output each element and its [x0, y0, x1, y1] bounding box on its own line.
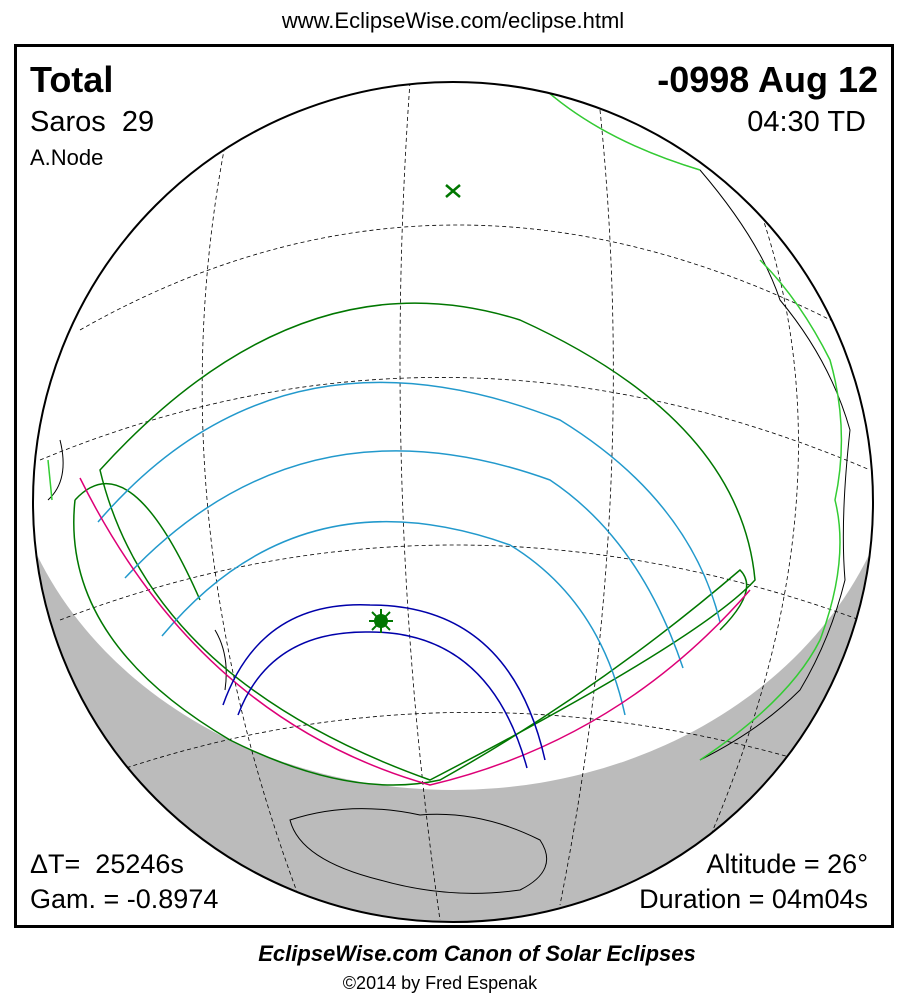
altitude: Altitude = 26°: [706, 849, 868, 879]
delta-t: ΔT= 25246s: [30, 849, 184, 879]
eclipse-curves: [73, 302, 756, 786]
gamma: Gam. = -0.8974: [30, 884, 218, 914]
globe-outline: [32, 81, 874, 923]
url: www.EclipseWise.com/eclipse.html: [281, 8, 624, 33]
penumbral-limit: [99, 302, 756, 781]
greatest-eclipse: [369, 609, 393, 633]
footer-title: EclipseWise.com Canon of Solar Eclipses: [258, 941, 696, 966]
day-side: [33, 82, 873, 790]
penumbra-arc: [161, 521, 626, 716]
sunlit-coasts: [47, 84, 843, 761]
umbral-north: [222, 604, 546, 761]
subsolar-point: [445, 184, 461, 198]
umbral-south: [237, 631, 528, 769]
penumbra-arc: [97, 381, 721, 623]
rise-set-limit: [79, 477, 751, 786]
globe: [33, 82, 873, 922]
time: 04:30 TD: [747, 106, 866, 138]
graticule: [39, 82, 871, 921]
outer-contact: [73, 482, 748, 786]
date: -0998 Aug 12: [657, 59, 878, 100]
eclipse-type: Total: [30, 59, 113, 100]
footer-credit: ©2014 by Fred Espenak: [343, 973, 538, 993]
saros: Saros 29: [30, 106, 154, 138]
duration: Duration = 04m04s: [639, 884, 868, 914]
node: A.Node: [30, 145, 103, 170]
penumbra-arc: [124, 450, 684, 669]
